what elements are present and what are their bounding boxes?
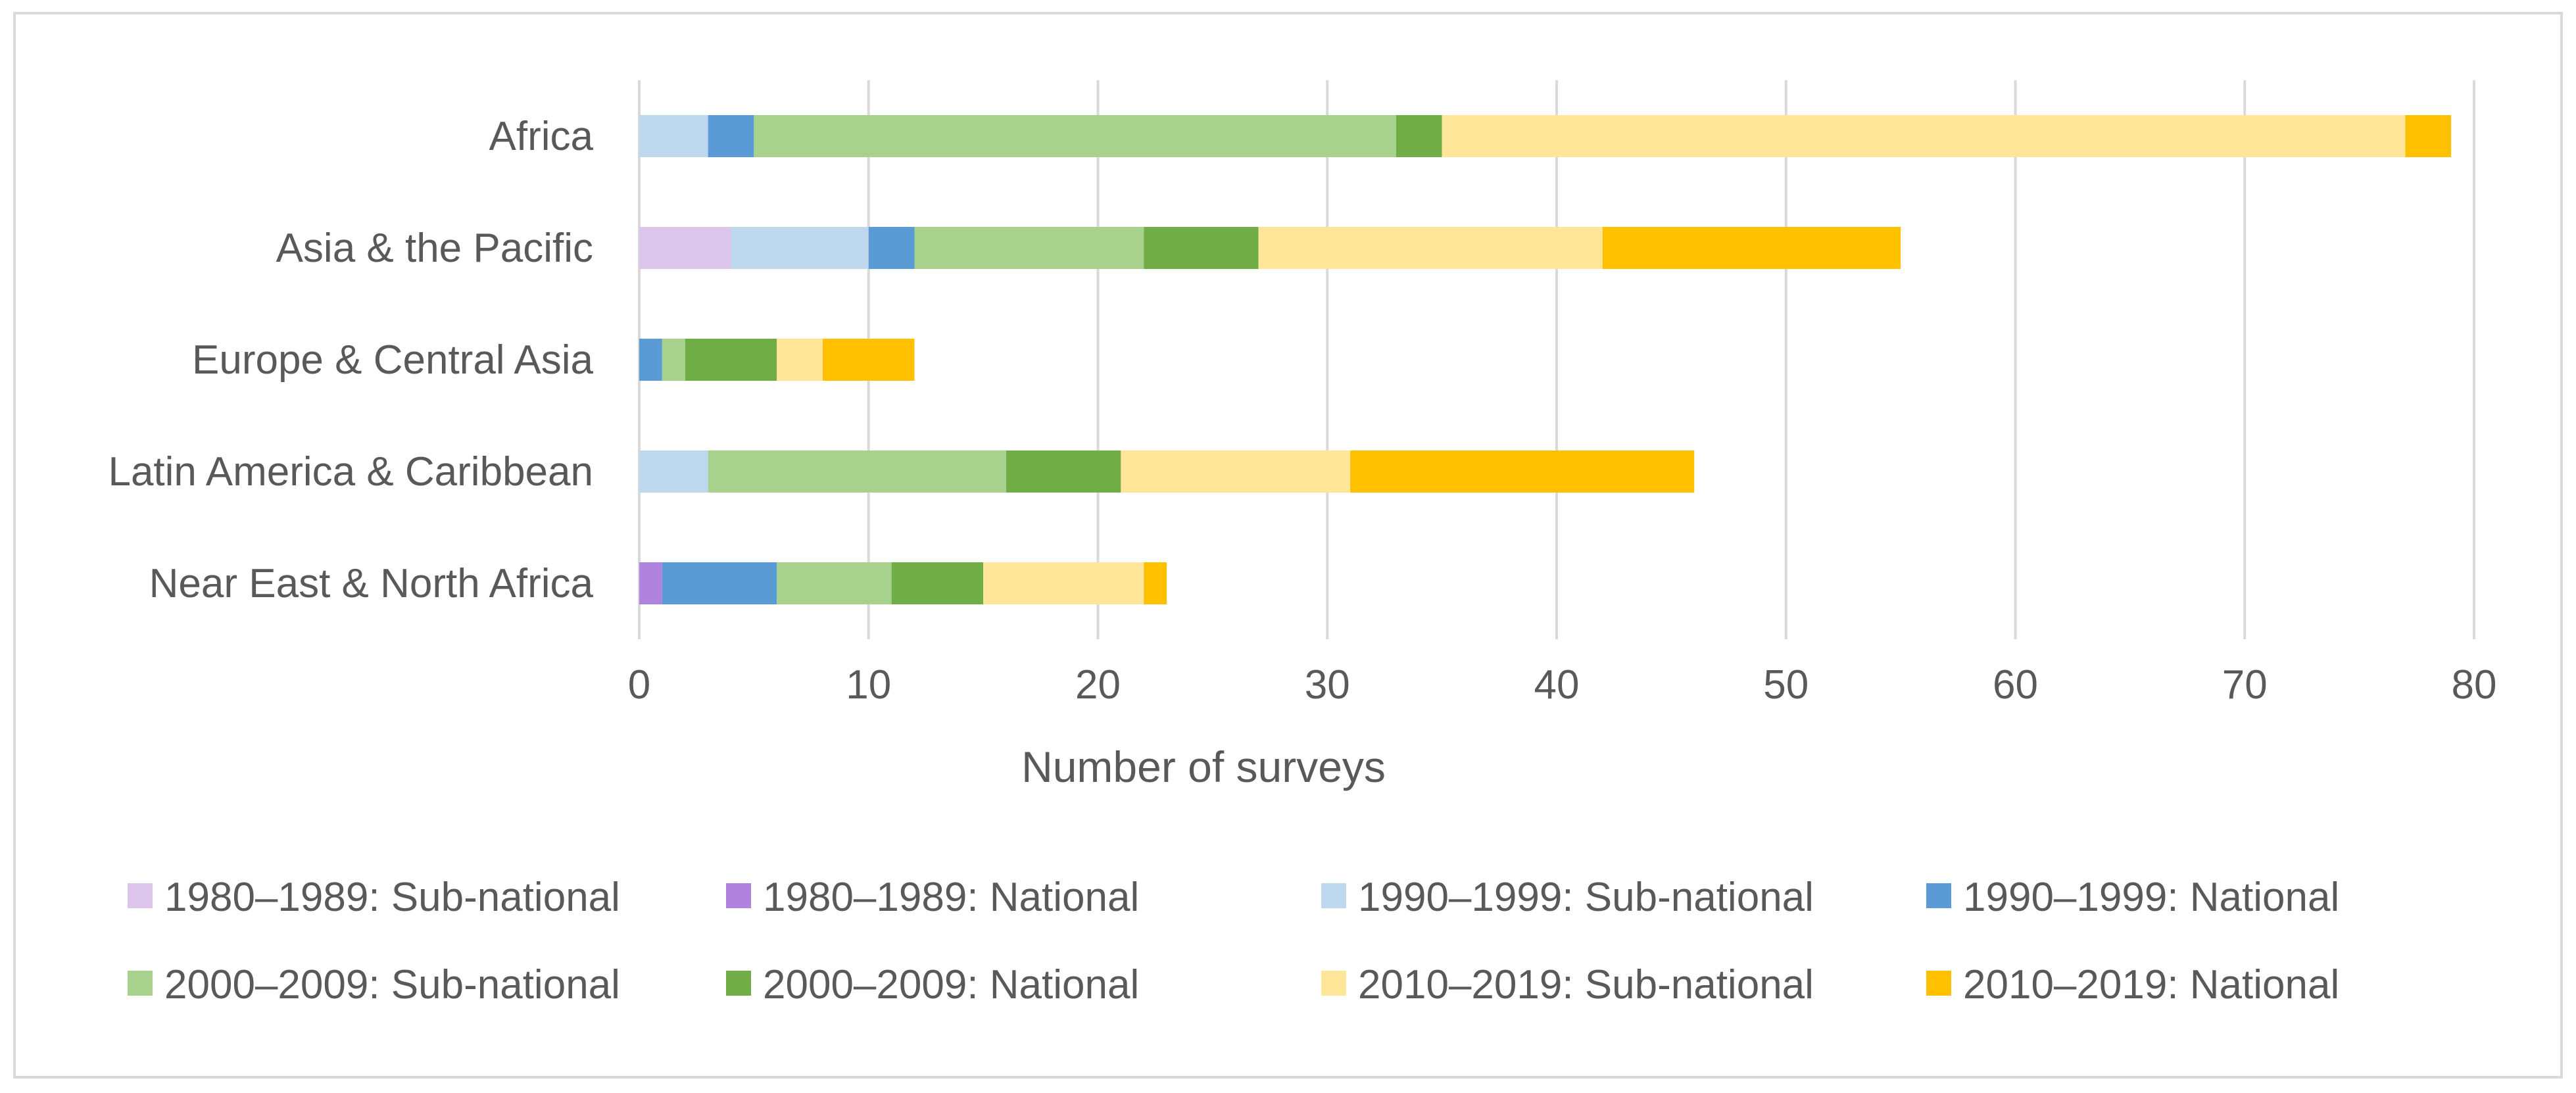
legend-label-2010-2019-national: 2010–2019: National: [1963, 962, 2339, 1008]
bar-latin-america-caribbean-2000-2009-national: [1006, 450, 1121, 493]
x-tick-label-70: 70: [2222, 662, 2268, 708]
bar-latin-america-caribbean-2000-2009-sub-national: [708, 450, 1006, 493]
bar-latin-america-caribbean-1990-1999-sub-national: [639, 450, 708, 493]
bar-near-east-north-africa-2010-2019-sub-national: [983, 562, 1144, 604]
category-label-asia-the-pacific: Asia & the Pacific: [276, 226, 593, 271]
legend-label-1990-1999-sub-national: 1990–1999: Sub-national: [1358, 875, 1814, 920]
x-tick-labels: 0 10 20 30 40 50 60 70 80: [628, 662, 2497, 708]
legend-swatch-1990-1999-sub-national: [1321, 883, 1346, 908]
legend-swatch-1980-1989-national: [726, 883, 751, 908]
gridlines: [638, 80, 2475, 639]
bar-near-east-north-africa-2000-2009-sub-national: [777, 562, 892, 604]
x-tick-label-50: 50: [1763, 662, 1809, 708]
legend-label-1980-1989-national: 1980–1989: National: [763, 875, 1139, 920]
bar-latin-america-caribbean-2010-2019-sub-national: [1121, 450, 1351, 493]
chart-container: Africa Asia & the Pacific Europe & Central…: [13, 12, 2563, 1079]
bar-asia-the-pacific-1980-1989-sub-national: [639, 227, 731, 269]
bar-europe-central-asia-2010-2019-sub-national: [777, 339, 823, 381]
x-axis-title: Number of surveys: [1021, 742, 1386, 791]
bar-africa-2000-2009-national: [1396, 115, 1442, 157]
bar-near-east-north-africa-2000-2009-national: [891, 562, 984, 604]
bar-asia-the-pacific-2010-2019-national: [1602, 227, 1901, 269]
bar-africa-1990-1999-national: [708, 115, 754, 157]
legend-swatch-2000-2009-national: [726, 971, 751, 996]
legend-label-2000-2009-sub-national: 2000–2009: Sub-national: [164, 962, 620, 1008]
bar-europe-central-asia-2010-2019-national: [823, 339, 915, 381]
x-tick-label-60: 60: [1993, 662, 2038, 708]
bar-africa-2000-2009-sub-national: [754, 115, 1396, 157]
legend-swatch-2000-2009-sub-national: [128, 971, 153, 996]
bar-near-east-north-africa-1980-1989-national: [639, 562, 662, 604]
legend-swatch-2010-2019-national: [1926, 971, 1951, 996]
legend-swatch-2010-2019-sub-national: [1321, 971, 1346, 996]
bar-asia-the-pacific-1990-1999-national: [868, 227, 915, 269]
bar-asia-the-pacific-2010-2019-sub-national: [1258, 227, 1603, 269]
bar-asia-the-pacific-1990-1999-sub-national: [731, 227, 869, 269]
x-tick-label-40: 40: [1534, 662, 1580, 708]
bar-europe-central-asia-2000-2009-sub-national: [662, 339, 685, 381]
x-tick-label-30: 30: [1305, 662, 1350, 708]
bar-africa-2010-2019-national: [2405, 115, 2452, 157]
legend-label-1980-1989-sub-national: 1980–1989: Sub-national: [164, 875, 620, 920]
bar-latin-america-caribbean-2010-2019-national: [1350, 450, 1695, 493]
bar-near-east-north-africa-1990-1999-national: [662, 562, 777, 604]
x-tick-label-20: 20: [1075, 662, 1121, 708]
bar-europe-central-asia-2000-2009-national: [685, 339, 777, 381]
x-tick-label-80: 80: [2452, 662, 2497, 708]
bar-asia-the-pacific-2000-2009-sub-national: [914, 227, 1144, 269]
bar-asia-the-pacific-2000-2009-national: [1144, 227, 1259, 269]
legend-label-2010-2019-sub-national: 2010–2019: Sub-national: [1358, 962, 1814, 1008]
legend-label-1990-1999-national: 1990–1999: National: [1963, 875, 2339, 920]
bar-europe-central-asia-1990-1999-national: [639, 339, 662, 381]
bar-africa-1990-1999-sub-national: [639, 115, 708, 157]
category-label-africa: Africa: [489, 114, 594, 159]
legend-label-2000-2009-national: 2000–2009: National: [763, 962, 1139, 1008]
bars: [639, 115, 2452, 604]
category-label-near-east-north-africa: Near East & North Africa: [149, 561, 594, 606]
legend-swatch-1980-1989-sub-national: [128, 883, 153, 908]
category-label-europe-central-asia: Europe & Central Asia: [192, 337, 594, 383]
bar-africa-2010-2019-sub-national: [1442, 115, 2406, 157]
category-labels: Africa Asia & the Pacific Europe & Central…: [108, 114, 593, 606]
x-tick-label-10: 10: [846, 662, 891, 708]
legend-swatch-1990-1999-national: [1926, 883, 1951, 908]
bar-near-east-north-africa-2010-2019-national: [1144, 562, 1167, 604]
category-label-latin-america-caribbean: Latin America & Caribbean: [108, 449, 593, 495]
stacked-bar-chart: Africa Asia & the Pacific Europe & Central…: [108, 80, 2497, 1008]
x-tick-label-0: 0: [628, 662, 650, 708]
legend: 1980–1989: Sub-national 1980–1989: Nation…: [128, 875, 2339, 1008]
